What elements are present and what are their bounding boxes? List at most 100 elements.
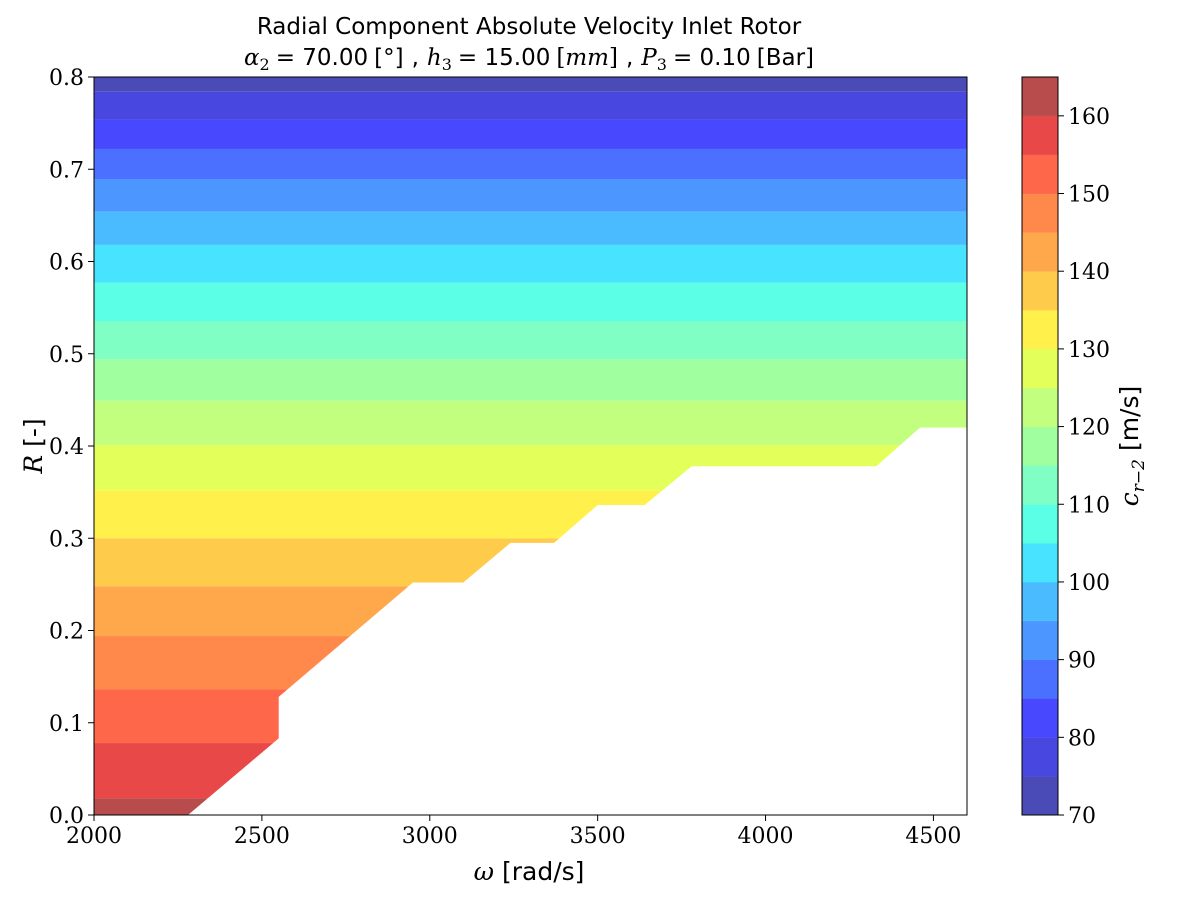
x-tick-label-2: 3000 (402, 824, 458, 849)
colorbar-cells (1022, 77, 1058, 815)
colorbar-cell-16 (1022, 154, 1058, 194)
chart-title: Radial Component Absolute Velocity Inlet… (257, 14, 802, 40)
subtitle-h-bracket-open: [ (556, 45, 565, 71)
subtitle-h-unit: mm (565, 45, 609, 71)
colorbar-label: cr−2 [m/s] (1115, 386, 1149, 507)
colorbar-cell-1 (1022, 737, 1058, 777)
colorbar-cell-17 (1022, 115, 1058, 155)
y-tick-label-5: 0.5 (49, 343, 84, 368)
y-tick-label-4: 0.4 (49, 435, 84, 460)
colorbar-tick-label-8: 150 (1068, 183, 1110, 208)
contour-bands (94, 77, 967, 815)
colorbar-label-unit: [m/s] (1115, 386, 1144, 451)
colorbar-cell-7 (1022, 504, 1058, 544)
colorbar-tick-label-2: 90 (1068, 649, 1096, 674)
colorbar-tick-label-4: 110 (1068, 493, 1110, 518)
contour-band-2 (94, 689, 967, 744)
y-tick-label-2: 0.2 (49, 620, 84, 645)
y-tick-label-7: 0.7 (49, 158, 84, 183)
contour-band-13 (94, 211, 967, 245)
contour-band-0 (94, 798, 967, 815)
colorbar-cell-15 (1022, 193, 1058, 233)
x-axis-symbol: ω (474, 857, 494, 886)
colorbar-cell-5 (1022, 581, 1058, 621)
contour-band-14 (94, 179, 967, 212)
subtitle-h-symbol: h (427, 45, 442, 71)
contour-band-16 (94, 119, 967, 149)
colorbar-cell-11 (1022, 348, 1058, 388)
colorbar: 70 80 90 100 110 120 130 140 150 160 (1021, 76, 1110, 829)
colorbar-tick-label-0: 70 (1068, 804, 1096, 829)
contour-band-17 (94, 91, 967, 120)
contour-band-9 (94, 359, 967, 401)
subtitle-h-value: = 15.00 (458, 45, 550, 71)
colorbar-cell-6 (1022, 543, 1058, 582)
subtitle-separator-1: , (412, 45, 419, 71)
contour-band-11 (94, 282, 967, 322)
subtitle-p-symbol: P (640, 45, 657, 71)
x-axis-unit: [rad/s] (502, 857, 584, 886)
subtitle-p-unit: [Bar] (757, 45, 814, 71)
y-axis-symbol: R (19, 455, 48, 475)
y-axis-ticks: 0.0 0.1 0.2 0.3 0.4 0.5 0.6 0.7 0.8 (49, 66, 94, 829)
colorbar-cell-4 (1022, 620, 1058, 660)
x-tick-label-1: 2500 (234, 824, 290, 849)
colorbar-tick-label-9: 160 (1068, 105, 1110, 130)
colorbar-tick-label-1: 80 (1068, 726, 1096, 751)
y-tick-label-6: 0.6 (49, 251, 84, 276)
subtitle-separator-2: , (626, 45, 633, 71)
x-axis-ticks: 2000 2500 3000 3500 4000 4500 (66, 815, 961, 849)
y-tick-label-8: 0.8 (49, 66, 84, 91)
contour-band-7 (94, 445, 967, 491)
x-tick-label-3: 3500 (570, 824, 626, 849)
subtitle-alpha-sub: 2 (260, 55, 270, 74)
colorbar-tick-label-6: 130 (1068, 338, 1110, 363)
colorbar-tick-label-5: 120 (1068, 416, 1110, 441)
colorbar-label-sub: r−2 (1129, 459, 1149, 492)
x-tick-label-0: 2000 (66, 824, 122, 849)
contour-band-3 (94, 636, 967, 690)
plot-area (93, 76, 968, 816)
colorbar-cell-18 (1022, 77, 1058, 116)
contour-band-15 (94, 148, 967, 180)
subtitle-h-bracket-close: ] (609, 45, 618, 71)
colorbar-cell-0 (1022, 776, 1058, 815)
subtitle-h-sub: 3 (442, 55, 452, 74)
colorbar-cell-10 (1022, 387, 1058, 427)
colorbar-cell-8 (1022, 465, 1058, 505)
colorbar-tick-label-7: 140 (1068, 260, 1110, 285)
subtitle-p-value: = 0.10 (673, 45, 751, 71)
subtitle-alpha-symbol: α (244, 45, 260, 71)
subtitle-p-sub: 3 (657, 55, 667, 74)
contour-band-1 (94, 743, 967, 799)
y-tick-label-0: 0.0 (49, 804, 84, 829)
colorbar-cell-9 (1022, 426, 1058, 466)
colorbar-cell-12 (1022, 310, 1058, 349)
colorbar-cell-2 (1022, 698, 1058, 738)
colorbar-ticks: 70 80 90 100 110 120 130 140 150 160 (1058, 105, 1110, 829)
chart-subtitle: α2 = 70.00 [°], h3 = 15.00 [mm], P3 = 0.10 [Bar] (244, 45, 814, 74)
colorbar-tick-label-3: 100 (1068, 571, 1110, 596)
contour-band-10 (94, 321, 967, 360)
contour-band-8 (94, 400, 967, 446)
contour-band-12 (94, 244, 967, 283)
y-axis-label: R [-] (19, 418, 48, 474)
x-tick-label-4: 4000 (738, 824, 794, 849)
contour-band-5 (94, 538, 967, 587)
contour-band-18 (94, 77, 967, 92)
colorbar-cell-14 (1022, 232, 1058, 272)
contour-band-4 (94, 586, 967, 637)
colorbar-frame (1021, 76, 1059, 816)
subtitle-alpha-unit: [°] (374, 45, 403, 71)
colorbar-cell-3 (1022, 659, 1058, 699)
y-axis-unit: [-] (19, 418, 48, 447)
colorbar-label-symbol: c (1115, 492, 1144, 506)
x-tick-label-5: 4500 (905, 824, 961, 849)
x-axis-label: ω [rad/s] (474, 857, 585, 886)
y-tick-label-1: 0.1 (49, 712, 84, 737)
contour-band-6 (94, 490, 967, 539)
y-tick-label-3: 0.3 (49, 527, 84, 552)
subtitle-alpha-value: = 70.00 (276, 45, 368, 71)
colorbar-cell-13 (1022, 271, 1058, 311)
